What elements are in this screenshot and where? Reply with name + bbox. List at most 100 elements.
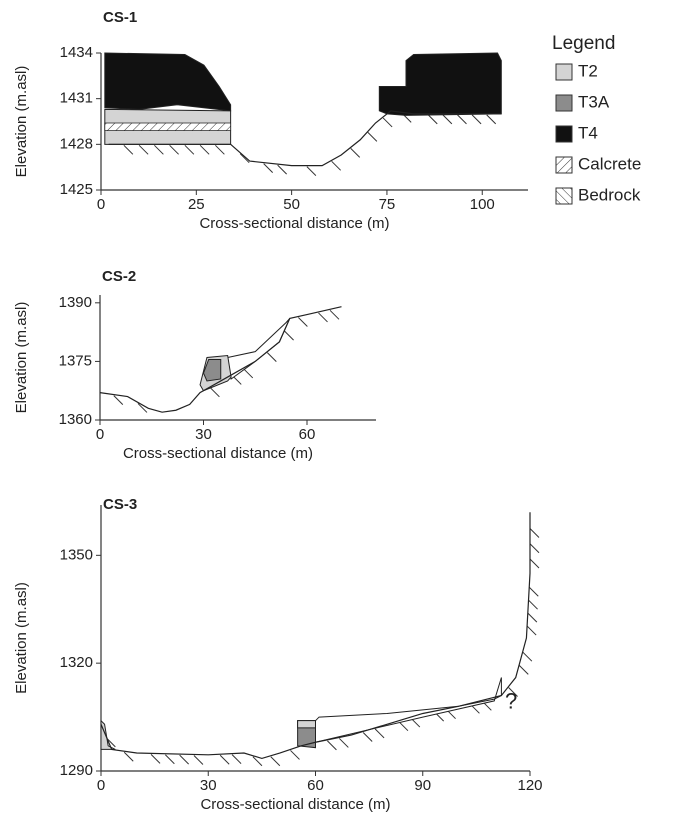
y-axis-label: Elevation (m.asl): [13, 302, 30, 414]
legend-label: T2: [578, 61, 598, 80]
legend-swatch: [555, 94, 573, 112]
bedrock-hatch: [350, 148, 361, 158]
bedrock-hatch: [526, 625, 537, 636]
bedrock-hatch: [331, 160, 342, 171]
x-tick-label: 0: [96, 426, 104, 443]
deposit: [104, 52, 232, 112]
bedrock-hatch: [123, 751, 134, 762]
x-tick-label: 60: [307, 777, 324, 794]
bedrock-hatch: [522, 651, 533, 662]
ground-profile: [99, 306, 342, 413]
bedrock-hatch: [529, 558, 540, 569]
y-tick-label: 1320: [60, 654, 93, 671]
deposit: [100, 719, 116, 750]
bedrock-hatch: [263, 163, 274, 173]
y-axis-label: Elevation (m.asl): [13, 582, 30, 694]
x-tick-label: 0: [97, 196, 105, 213]
bedrock-hatch: [266, 352, 277, 362]
bedrock-hatch: [362, 732, 373, 742]
bedrock-hatch: [471, 114, 482, 125]
bedrock-hatch: [123, 144, 134, 155]
y-tick-label: 1375: [59, 352, 92, 369]
bedrock-hatch: [210, 387, 220, 398]
bedrock-hatch: [374, 728, 385, 739]
deposit: [378, 52, 502, 116]
legend-label: Calcrete: [578, 154, 641, 173]
ground-profile: [108, 110, 502, 167]
y-tick-label: 1425: [60, 181, 93, 198]
legend-label: T3A: [578, 92, 610, 111]
legend-swatch: [555, 187, 573, 205]
bedrock-hatch: [169, 144, 179, 155]
deposit: [297, 720, 316, 729]
bedrock-hatch: [277, 164, 287, 175]
chart-title: CS-2: [102, 268, 136, 285]
bedrock-hatch: [518, 665, 529, 675]
bedrock-hatch: [179, 754, 190, 765]
x-tick-label: 0: [97, 777, 105, 794]
x-axis-label: Cross-sectional distance (m): [123, 445, 313, 462]
bedrock-hatch: [284, 330, 294, 341]
bedrock-hatch: [243, 368, 254, 379]
bedrock-hatch: [528, 586, 539, 597]
y-tick-label: 1350: [60, 546, 93, 563]
y-tick-label: 1390: [59, 294, 92, 311]
bedrock-hatch: [154, 144, 164, 155]
legend-swatch: [555, 63, 573, 81]
y-tick-label: 1428: [60, 135, 93, 152]
bedrock-hatch: [184, 144, 195, 155]
chart-title: CS-1: [103, 9, 137, 26]
bedrock-hatch: [528, 599, 538, 610]
bedrock-hatch: [457, 114, 467, 125]
x-tick-label: 75: [379, 196, 396, 213]
ground-profile: [100, 512, 531, 760]
bedrock-hatch: [193, 755, 204, 765]
bedrock-hatch: [298, 317, 308, 327]
bedrock-hatch: [270, 756, 281, 767]
bedrock-hatch: [318, 312, 328, 323]
bedrock-hatch: [527, 612, 538, 623]
legend-swatch: [555, 156, 573, 174]
bedrock-hatch: [138, 144, 149, 155]
bedrock-hatch: [508, 687, 518, 697]
bedrock-hatch: [427, 114, 438, 125]
legend-title: Legend: [552, 33, 615, 54]
bedrock-hatch: [164, 754, 175, 765]
x-tick-label: 90: [414, 777, 431, 794]
bedrock-hatch: [306, 166, 317, 176]
x-axis-label: Cross-sectional distance (m): [200, 796, 390, 813]
x-tick-label: 120: [517, 777, 542, 794]
bedrock-hatch: [367, 132, 378, 142]
calcrete: [104, 122, 232, 132]
deposit: [202, 358, 222, 382]
bedrock-hatch: [219, 754, 230, 765]
x-tick-label: 25: [188, 196, 205, 213]
chart-title: CS-3: [103, 496, 137, 513]
bedrock-hatch: [150, 754, 161, 764]
x-axis-label: Cross-sectional distance (m): [199, 215, 389, 232]
annotation: ?: [505, 689, 517, 714]
bedrock-hatch: [338, 738, 349, 748]
bedrock-hatch: [231, 754, 242, 764]
bedrock-hatch: [290, 750, 300, 760]
deposit: [227, 318, 291, 380]
x-tick-label: 100: [470, 196, 495, 213]
x-tick-label: 60: [299, 426, 316, 443]
y-tick-label: 1360: [59, 411, 92, 428]
bedrock-hatch: [215, 144, 225, 155]
bedrock-hatch: [327, 740, 337, 751]
legend-label: T4: [578, 123, 598, 142]
bedrock-hatch: [199, 144, 210, 155]
bedrock-hatch: [486, 114, 497, 125]
x-tick-label: 30: [195, 426, 212, 443]
bedrock-hatch: [398, 721, 409, 732]
bedrock-hatch: [529, 543, 540, 554]
y-tick-label: 1431: [60, 90, 93, 107]
bedrock-hatch: [442, 114, 453, 125]
y-tick-label: 1290: [60, 762, 93, 779]
bedrock-hatch: [329, 309, 340, 320]
y-axis-label: Elevation (m.asl): [13, 66, 30, 178]
legend-swatch: [555, 125, 573, 143]
bedrock-hatch: [252, 756, 263, 767]
